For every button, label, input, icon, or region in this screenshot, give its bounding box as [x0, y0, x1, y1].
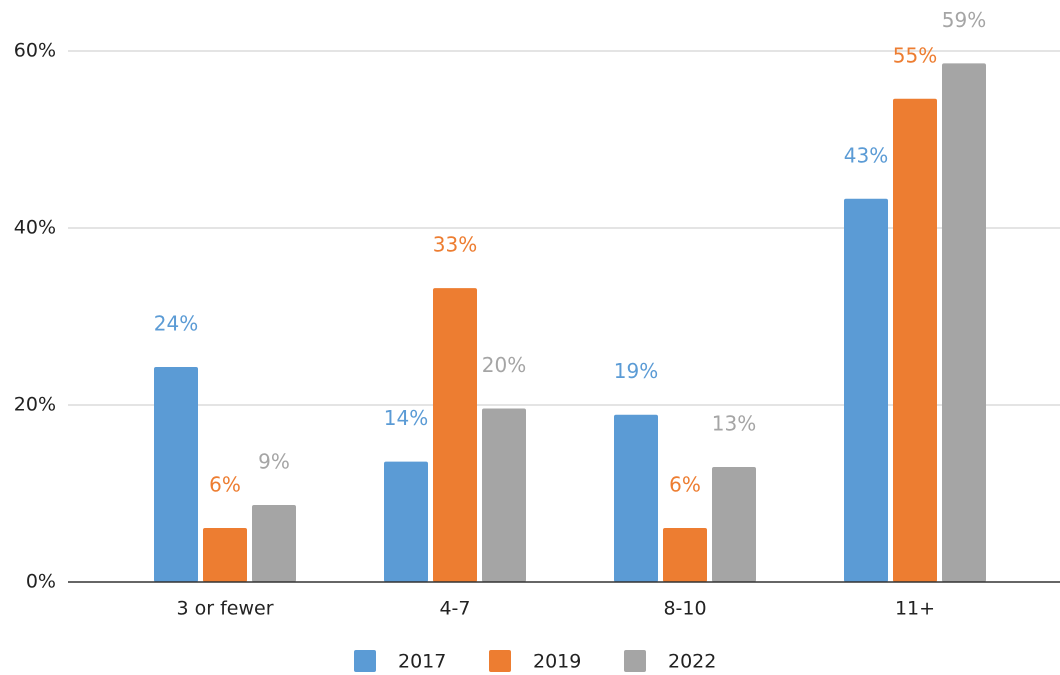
legend-label: 2022: [668, 651, 716, 673]
data-label: 19%: [614, 359, 658, 383]
bar: [433, 288, 477, 582]
y-tick-label: 20%: [14, 394, 56, 416]
bar: [203, 528, 247, 582]
x-tick-label: 3 or fewer: [176, 598, 273, 620]
y-tick-label: 40%: [14, 217, 56, 239]
legend-swatch: [624, 650, 646, 672]
legend-label: 2019: [533, 651, 581, 673]
data-label: 14%: [384, 406, 428, 430]
bar: [384, 461, 428, 582]
data-label: 43%: [844, 143, 888, 167]
bar: [712, 466, 756, 582]
x-tick-label: 4-7: [439, 598, 470, 620]
data-label: 6%: [209, 473, 241, 497]
bar: [614, 414, 658, 582]
bar: [942, 63, 986, 582]
bar: [893, 98, 937, 582]
data-label: 13%: [712, 411, 756, 435]
bar: [663, 528, 707, 582]
data-label: 20%: [482, 353, 526, 377]
legend-swatch: [489, 650, 511, 672]
data-label: 55%: [893, 43, 937, 67]
bar: [252, 505, 296, 582]
data-label: 33%: [433, 233, 477, 257]
data-label: 6%: [669, 473, 701, 497]
data-label: 24%: [154, 311, 198, 335]
data-label: 9%: [258, 450, 290, 474]
x-tick-label: 8-10: [663, 598, 706, 620]
bar: [482, 408, 526, 582]
bar: [154, 366, 198, 582]
bar: [844, 198, 888, 583]
legend-swatch: [354, 650, 376, 672]
x-tick-label: 11+: [895, 598, 935, 620]
legend-label: 2017: [398, 651, 446, 673]
data-label: 59%: [942, 8, 986, 32]
y-tick-label: 60%: [14, 40, 56, 62]
y-tick-label: 0%: [26, 571, 56, 593]
